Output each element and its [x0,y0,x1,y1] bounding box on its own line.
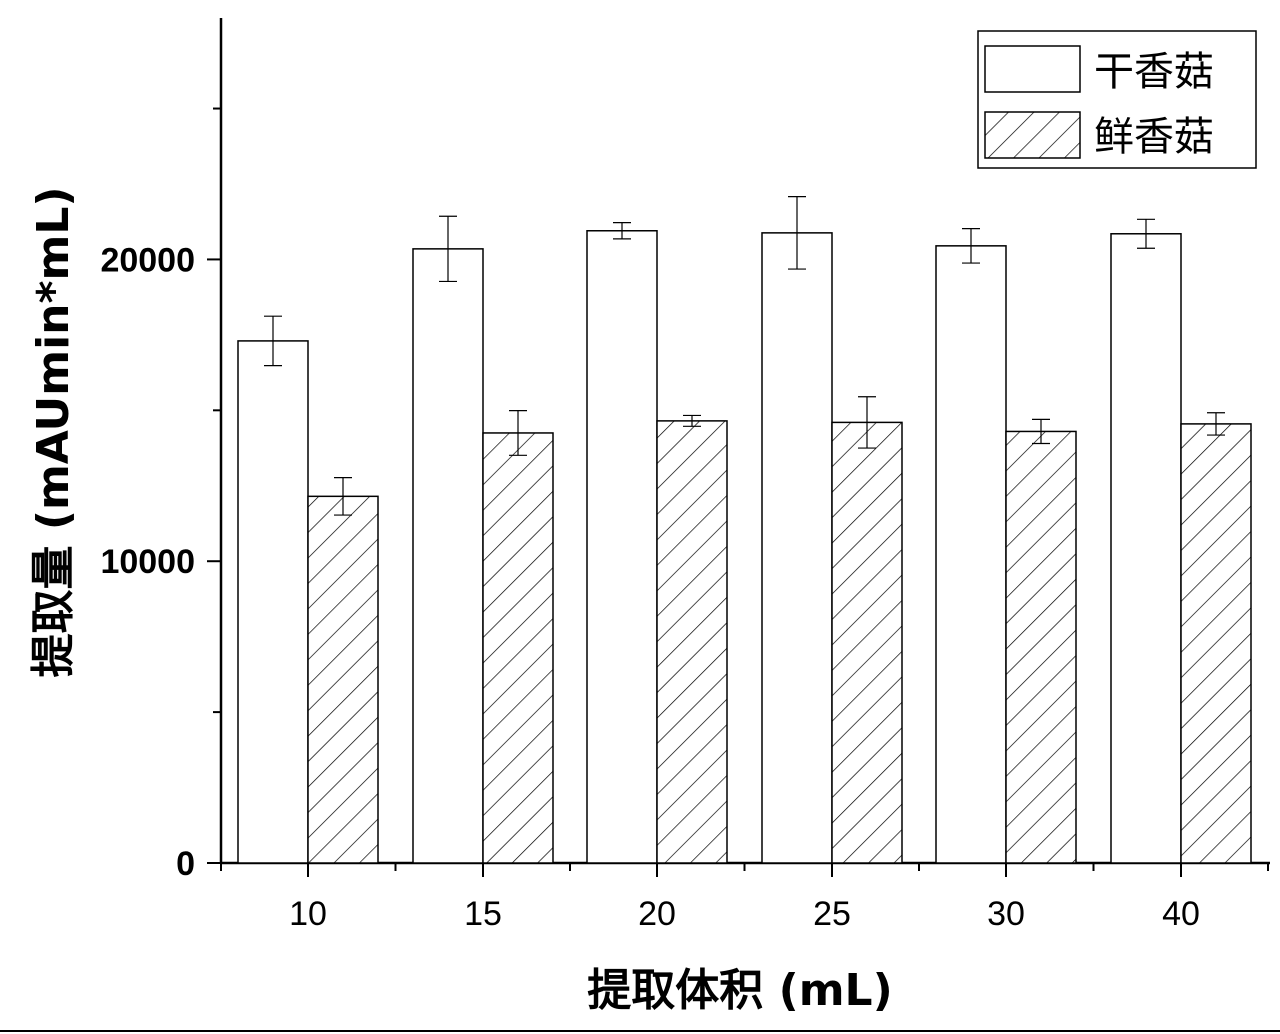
y-tick-label: 0 [176,845,195,883]
bar-dried-shiitake [761,232,833,864]
x-tick-label: 15 [464,895,502,933]
y-axis-title: 提取量 (mAUmin*mL) [28,187,79,678]
bar-fresh-shiitake [307,495,379,864]
x-axis-title: 提取体积 (mL) [587,965,892,1016]
legend-swatch-fresh [984,111,1081,159]
bar-fresh-shiitake [831,421,903,864]
bar-dried-shiitake [586,230,658,864]
bar-dried-shiitake [412,248,484,864]
legend: 干香菇 鲜香菇 [977,30,1257,169]
legend-label-dried: 干香菇 [1094,49,1214,95]
bar-fresh-shiitake [482,432,554,864]
legend-swatch-dried [984,45,1081,93]
y-tick-label: 20000 [100,241,195,279]
x-tick-label: 20 [638,895,676,933]
plot-area: 0 10000 20000 10 15 20 25 30 40 [100,18,1270,933]
bar-dried-shiitake [237,340,309,864]
x-tick-label: 10 [289,895,327,933]
bar-dried-shiitake [935,245,1007,864]
bar-fresh-shiitake [1180,423,1252,864]
bar-fresh-shiitake [1005,430,1077,864]
bar-dried-shiitake [1110,233,1182,864]
y-tick-label: 10000 [100,543,195,581]
x-tick-label: 40 [1162,895,1200,933]
x-tick-label: 25 [813,895,851,933]
legend-label-fresh: 鲜香菇 [1094,114,1214,160]
x-tick-label: 30 [987,895,1025,933]
bar-fresh-shiitake [656,420,728,864]
